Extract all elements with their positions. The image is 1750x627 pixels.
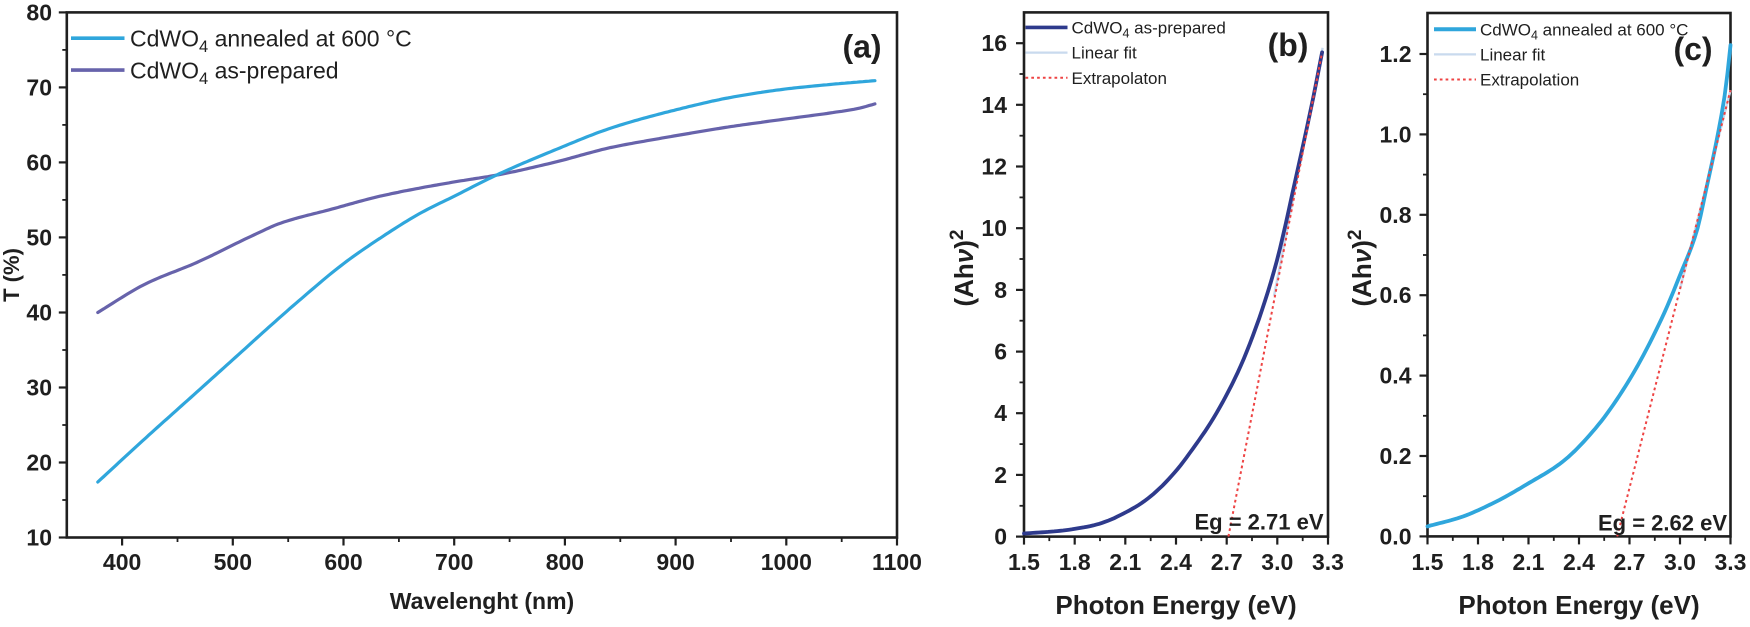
- svg-text:CdWO4 as-prepared: CdWO4 as-prepared: [1072, 19, 1226, 41]
- svg-text:10: 10: [26, 525, 52, 551]
- svg-text:Eg = 2.62 eV: Eg = 2.62 eV: [1598, 510, 1727, 535]
- svg-text:0.4: 0.4: [1380, 363, 1412, 389]
- svg-text:0.6: 0.6: [1380, 282, 1412, 308]
- svg-text:500: 500: [214, 549, 252, 575]
- svg-text:2: 2: [994, 462, 1007, 488]
- svg-text:2.4: 2.4: [1160, 549, 1192, 575]
- svg-text:Linear fit: Linear fit: [1480, 46, 1545, 65]
- svg-text:Linear fit: Linear fit: [1072, 44, 1137, 63]
- svg-text:1100: 1100: [872, 549, 922, 575]
- svg-text:T (%): T (%): [0, 248, 24, 302]
- svg-text:Photon Energy (eV): Photon Energy (eV): [1458, 590, 1699, 620]
- svg-text:3.0: 3.0: [1664, 549, 1696, 575]
- svg-text:1.0: 1.0: [1380, 121, 1412, 147]
- svg-text:20: 20: [26, 450, 52, 476]
- svg-text:60: 60: [26, 149, 52, 175]
- svg-text:80: 80: [26, 0, 52, 25]
- svg-text:CdWO4 annealed at 600 °C: CdWO4 annealed at 600 °C: [130, 26, 412, 57]
- svg-text:400: 400: [103, 549, 141, 575]
- svg-text:0: 0: [994, 524, 1007, 550]
- svg-text:(c): (c): [1673, 31, 1712, 67]
- svg-text:6: 6: [994, 339, 1007, 365]
- svg-text:(Ahν)2: (Ahν)2: [1345, 229, 1377, 306]
- svg-text:1.2: 1.2: [1380, 41, 1412, 67]
- svg-text:Wavelenght (nm): Wavelenght (nm): [390, 588, 574, 614]
- svg-text:2.1: 2.1: [1513, 549, 1545, 575]
- svg-text:8: 8: [994, 277, 1007, 303]
- svg-text:1.5: 1.5: [1008, 549, 1040, 575]
- svg-text:40: 40: [26, 300, 52, 326]
- svg-text:2.4: 2.4: [1563, 549, 1595, 575]
- svg-text:800: 800: [546, 549, 584, 575]
- svg-text:Photon Energy (eV): Photon Energy (eV): [1055, 590, 1296, 620]
- svg-text:(Ahν)2: (Ahν)2: [947, 229, 979, 306]
- svg-text:12: 12: [981, 154, 1007, 180]
- svg-text:14: 14: [981, 92, 1007, 118]
- svg-text:16: 16: [981, 30, 1007, 56]
- svg-text:3.3: 3.3: [1312, 549, 1344, 575]
- svg-text:0.2: 0.2: [1380, 443, 1412, 469]
- svg-text:700: 700: [435, 549, 473, 575]
- svg-text:1.8: 1.8: [1059, 549, 1091, 575]
- svg-text:Extrapolation: Extrapolation: [1480, 71, 1579, 90]
- svg-text:CdWO4 as-prepared: CdWO4 as-prepared: [130, 57, 339, 88]
- svg-text:70: 70: [26, 74, 52, 100]
- svg-text:2.7: 2.7: [1614, 549, 1646, 575]
- svg-text:4: 4: [994, 400, 1007, 426]
- svg-text:(a): (a): [842, 29, 881, 65]
- svg-text:CdWO4 annealed at 600 °C: CdWO4 annealed at 600 °C: [1480, 20, 1688, 42]
- svg-text:30: 30: [26, 375, 52, 401]
- svg-text:3.0: 3.0: [1261, 549, 1293, 575]
- svg-text:1000: 1000: [761, 549, 812, 575]
- svg-text:1.8: 1.8: [1462, 549, 1494, 575]
- svg-text:3.3: 3.3: [1715, 549, 1747, 575]
- svg-text:2.7: 2.7: [1211, 549, 1243, 575]
- svg-text:(b): (b): [1268, 27, 1309, 63]
- svg-text:0.8: 0.8: [1380, 202, 1412, 228]
- svg-text:900: 900: [656, 549, 694, 575]
- svg-text:0.0: 0.0: [1380, 523, 1412, 549]
- svg-text:600: 600: [324, 549, 362, 575]
- svg-text:2.1: 2.1: [1109, 549, 1141, 575]
- svg-text:10: 10: [981, 215, 1007, 241]
- svg-text:1.5: 1.5: [1412, 549, 1444, 575]
- svg-text:Eg = 2.71 eV: Eg = 2.71 eV: [1194, 510, 1323, 535]
- svg-text:50: 50: [26, 224, 52, 250]
- svg-text:Extrapolaton: Extrapolaton: [1072, 69, 1167, 88]
